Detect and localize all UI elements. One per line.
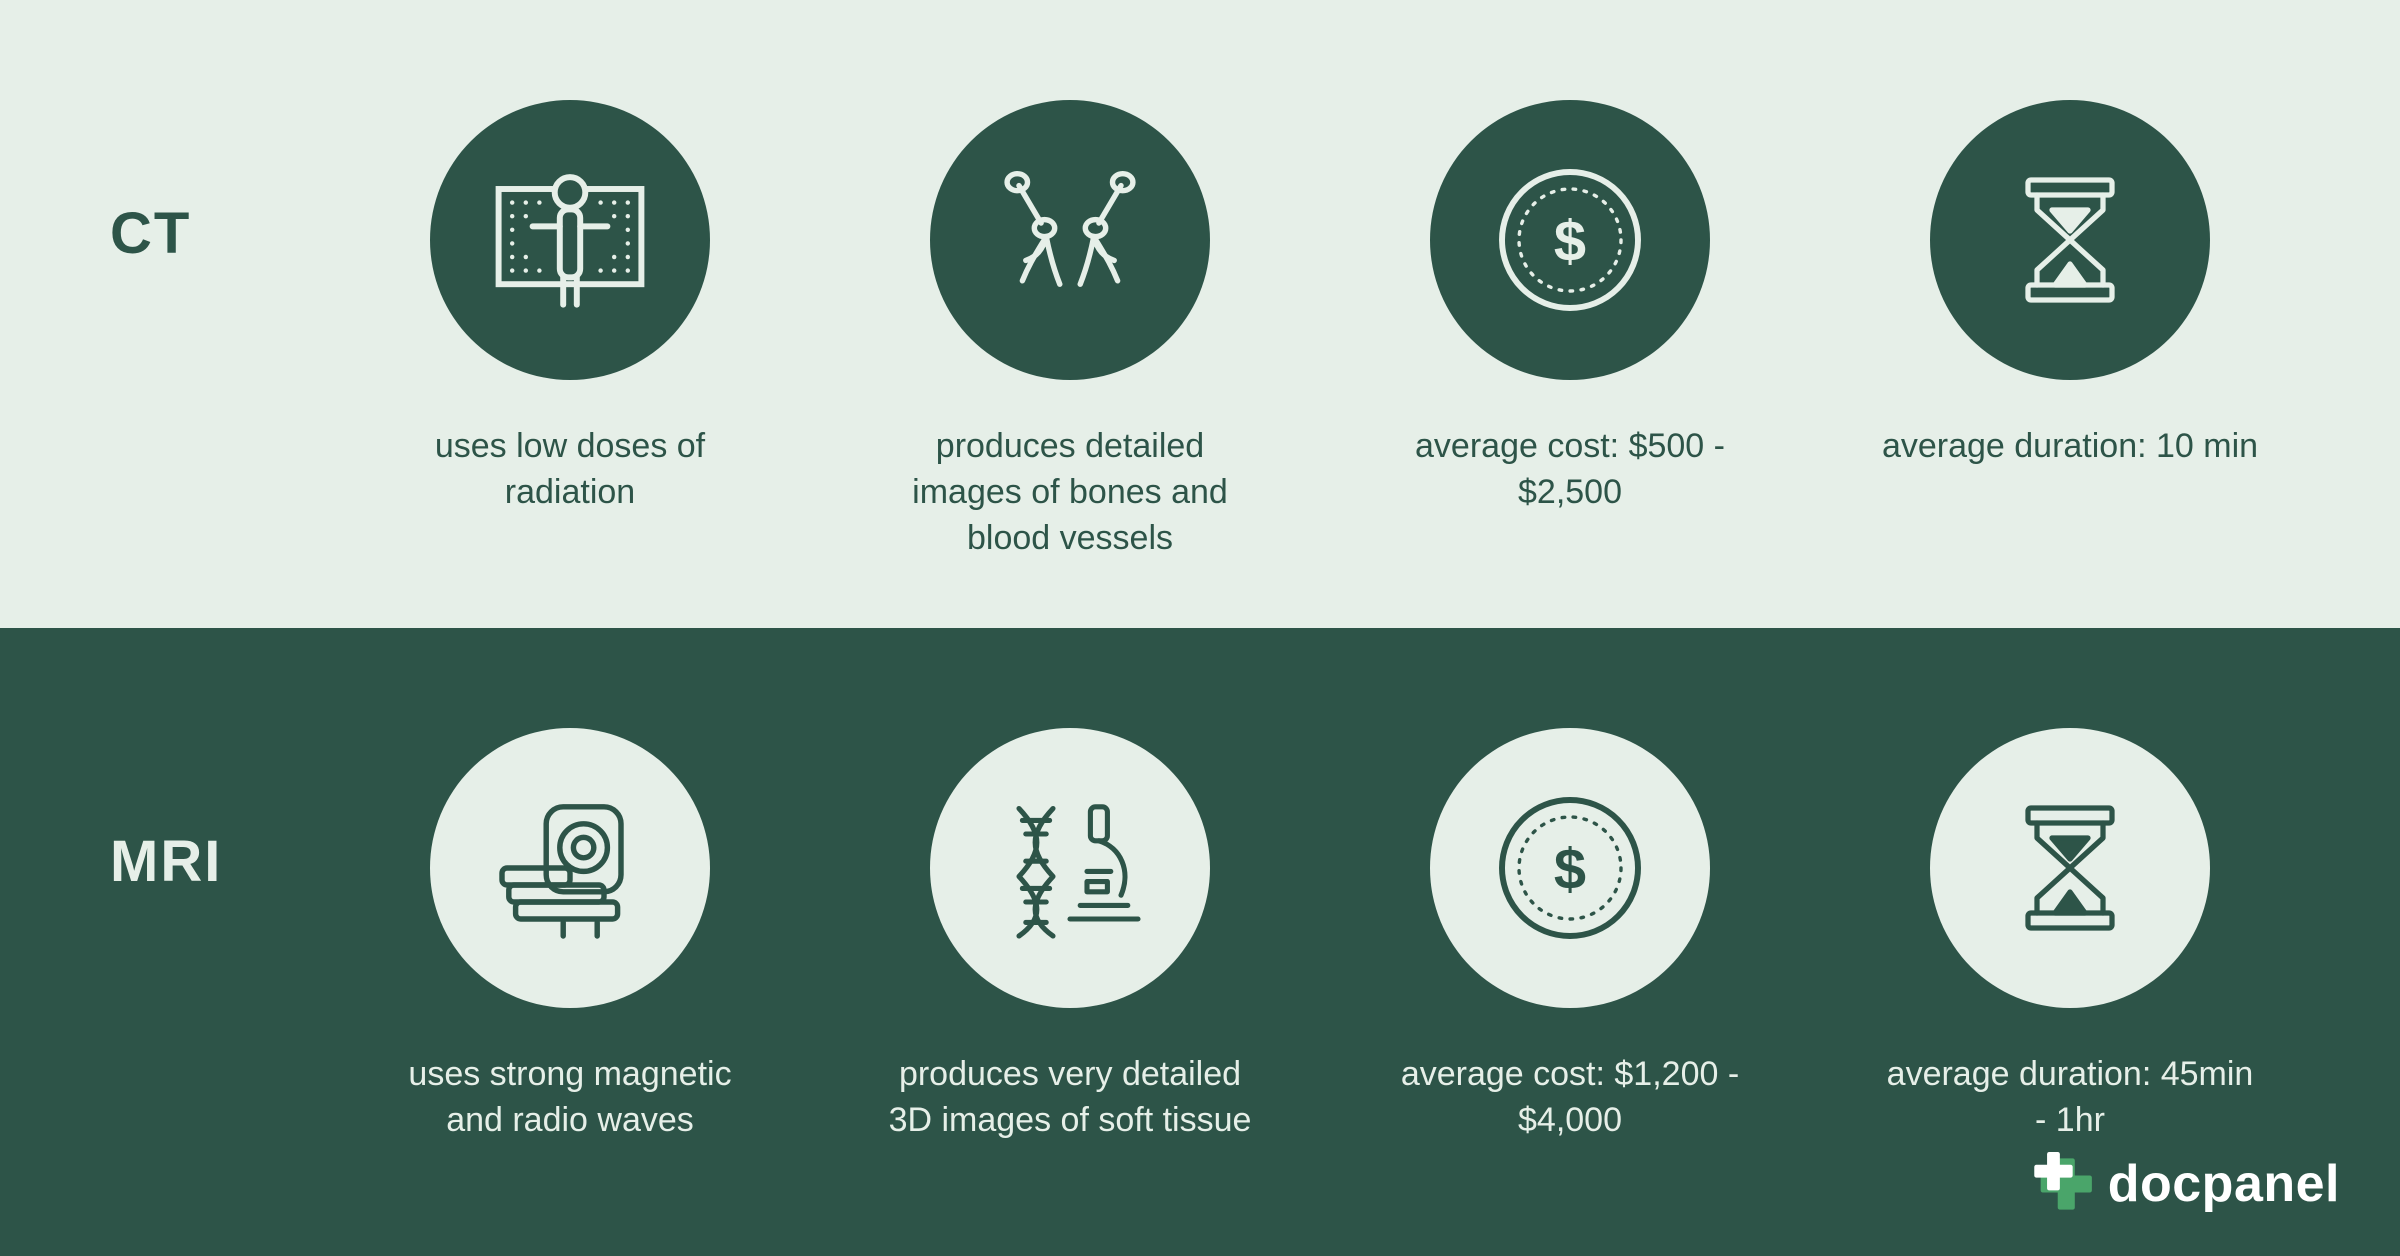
mri-item-duration: average duration: 45min - 1hr <box>1850 728 2290 1144</box>
mri-machine-icon <box>430 728 710 1008</box>
ct-caption-cost: average cost: $500 - $2,500 <box>1380 424 1760 516</box>
row-label-ct: CT <box>110 100 350 267</box>
ct-caption-bones: produces detailed images of bones and bl… <box>880 424 1260 562</box>
logo-text: docpanel <box>2108 1154 2340 1214</box>
ct-item-radiation: uses low doses of radiation <box>350 100 790 562</box>
ct-item-bones: produces detailed images of bones and bl… <box>850 100 1290 562</box>
mri-item-magnetic: uses strong magnetic and radio waves <box>350 728 790 1144</box>
ct-caption-duration: average duration: 10 min <box>1882 424 2258 470</box>
row-mri: MRI uses strong magnetic and radio waves <box>0 628 2400 1256</box>
ct-scan-body-icon <box>430 100 710 380</box>
hourglass-icon <box>1930 728 2210 1008</box>
ct-items: uses low doses of radiation <box>350 100 2290 562</box>
mri-items: uses strong magnetic and radio waves <box>350 728 2290 1144</box>
ct-item-duration: average duration: 10 min <box>1850 100 2290 562</box>
mri-caption-duration: average duration: 45min - 1hr <box>1880 1052 2260 1144</box>
svg-text:$: $ <box>1554 837 1586 901</box>
svg-text:$: $ <box>1554 209 1586 273</box>
mri-caption-magnetic: uses strong magnetic and radio waves <box>380 1052 760 1144</box>
hourglass-icon <box>1930 100 2210 380</box>
mri-item-cost: $ average cost: $1,200 - $4,000 <box>1350 728 1790 1144</box>
mri-caption-tissue: produces very detailed 3D images of soft… <box>880 1052 1260 1144</box>
coin-dollar-icon: $ <box>1430 100 1710 380</box>
mri-caption-cost: average cost: $1,200 - $4,000 <box>1380 1052 1760 1144</box>
mri-item-tissue: produces very detailed 3D images of soft… <box>850 728 1290 1144</box>
coin-dollar-icon: $ <box>1430 728 1710 1008</box>
row-label-mri: MRI <box>110 728 350 895</box>
ct-item-cost: $ average cost: $500 - $2,500 <box>1350 100 1790 562</box>
row-ct: CT <box>0 0 2400 628</box>
dna-microscope-icon <box>930 728 1210 1008</box>
bones-vessels-icon <box>930 100 1210 380</box>
docpanel-logo: docpanel <box>2030 1152 2340 1216</box>
ct-caption-radiation: uses low doses of radiation <box>380 424 760 516</box>
logo-cross-icon <box>2030 1152 2094 1216</box>
